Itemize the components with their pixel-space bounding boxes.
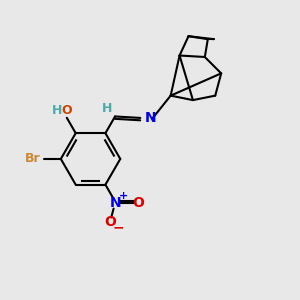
Text: O: O [132,196,144,210]
Text: H: H [52,104,62,117]
Text: H: H [102,102,112,115]
Text: O: O [104,215,116,229]
Text: −: − [113,220,124,234]
Text: N: N [109,196,121,210]
Text: O: O [61,104,72,117]
Text: Br: Br [24,152,40,165]
Text: N: N [145,111,156,125]
Text: +: + [119,191,128,201]
